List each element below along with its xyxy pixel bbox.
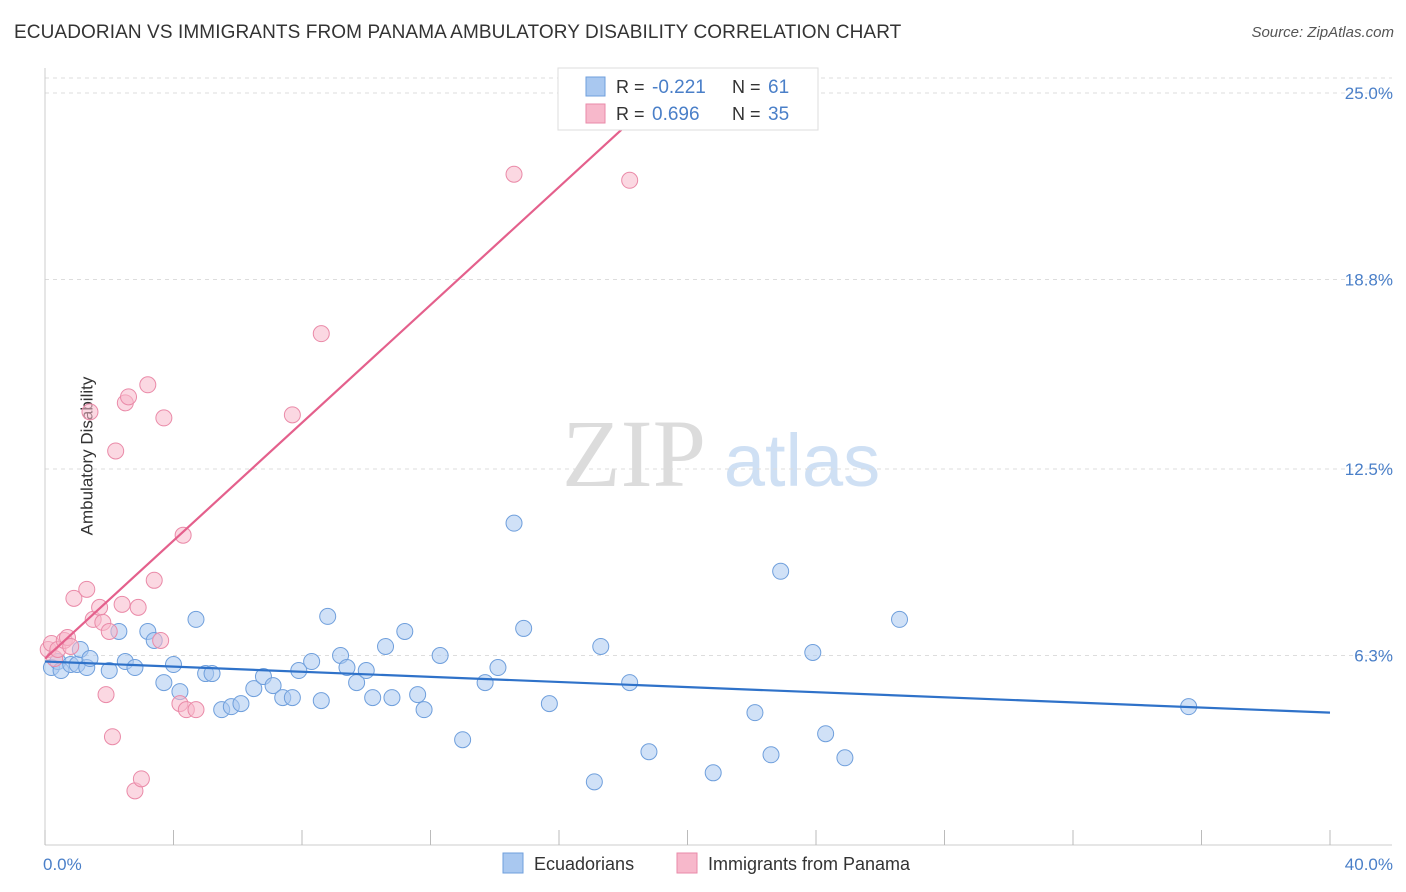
blue-data-point [187,610,205,628]
blue-data-point [283,689,301,707]
stats-legend: R = -0.221 N = 61 R = 0.696 N = 35 [557,67,819,131]
blue-data-point [245,680,263,698]
pink-data-point [100,622,118,640]
blue-data-point [319,607,337,625]
blue-data-point [505,514,523,532]
blue-data-point [817,725,835,743]
y-tick-label: 25.0% [1345,84,1393,103]
pink-data-point [62,637,80,655]
blue-trend-line [44,660,1331,714]
x-tick-label: 40.0% [1345,855,1393,874]
pink-data-point [174,526,192,544]
source-credit: Source: ZipAtlas.com [1251,24,1394,41]
blue-data-point [431,647,449,665]
blue-data-point [383,689,401,707]
y-tick-label: 6.3% [1354,647,1393,666]
blue-data-point [804,643,822,661]
blue-data-point [585,773,603,791]
blue-data-point [515,619,533,637]
blue-data-point [640,743,658,761]
blue-data-point [264,677,282,695]
pink-data-point [505,165,523,183]
legend-label: Ecuadorians [534,854,634,874]
pink-data-point [78,580,96,598]
blue-data-point [836,749,854,767]
blue-data-point [476,674,494,692]
watermark-atlas: atlas [724,419,880,502]
pink-data-point [113,595,131,613]
chart-title: ECUADORIAN VS IMMIGRANTS FROM PANAMA AMB… [14,22,902,43]
n-label: N = [732,77,761,97]
pink-data-point [312,325,330,343]
blue-data-point [772,562,790,580]
r-value: -0.221 [652,77,706,98]
blue-data-point [415,701,433,719]
blue-data-point [489,659,507,677]
blue-legend-swatch [502,852,524,874]
blue-data-point [165,656,182,674]
x-tick-label: 0.0% [43,855,82,874]
legend-label: Immigrants from Panama [708,854,911,874]
pink-data-point [152,631,170,649]
blue-data-point [203,665,221,683]
blue-data-point [303,653,321,671]
n-label: N = [732,104,761,124]
blue-data-point [762,746,780,764]
pink-data-point [187,701,205,719]
blue-data-point [891,610,909,628]
blue-data-point [338,659,356,677]
pink-data-point [129,598,147,616]
watermark-zip: ZIP [562,400,706,507]
pink-data-point [81,403,99,421]
pink-data-point [139,376,157,394]
blue-data-point [155,674,173,692]
blue-data-point [621,674,639,692]
blue-legend-swatch [585,76,606,97]
pink-data-point [103,728,121,746]
pink-data-point [120,388,138,406]
blue-data-point [704,764,722,782]
blue-data-point [126,659,144,677]
blue-data-point [409,686,427,704]
y-tick-label: 18.8% [1345,271,1393,290]
r-label: R = [616,104,645,124]
n-value: 35 [768,104,789,125]
pink-data-point [155,409,173,427]
blue-data-point [746,704,764,722]
n-value: 61 [768,77,789,98]
blue-data-point [592,637,610,655]
blue-data-point [377,637,395,655]
blue-data-point [364,689,382,707]
pink-data-point [65,589,83,607]
pink-legend-swatch [676,852,698,874]
bottom-legend: Ecuadorians Immigrants from Panama [502,852,911,874]
blue-data-point [232,695,250,713]
y-tick-label: 12.5% [1345,460,1393,479]
pink-data-point [132,770,150,788]
blue-data-point [357,662,375,680]
pink-data-point [97,686,115,704]
blue-data-point [396,622,414,640]
pink-data-point [107,442,125,460]
pink-data-point [145,571,163,589]
pink-data-point [283,406,301,424]
blue-data-point [312,692,330,710]
r-value: 0.696 [652,104,700,125]
pink-data-point [621,171,639,189]
blue-data-point [540,695,558,713]
pink-legend-swatch [585,103,606,124]
r-label: R = [616,77,645,97]
blue-data-point [100,662,118,680]
blue-data-point [454,731,472,749]
pink-trend-line [44,77,679,660]
